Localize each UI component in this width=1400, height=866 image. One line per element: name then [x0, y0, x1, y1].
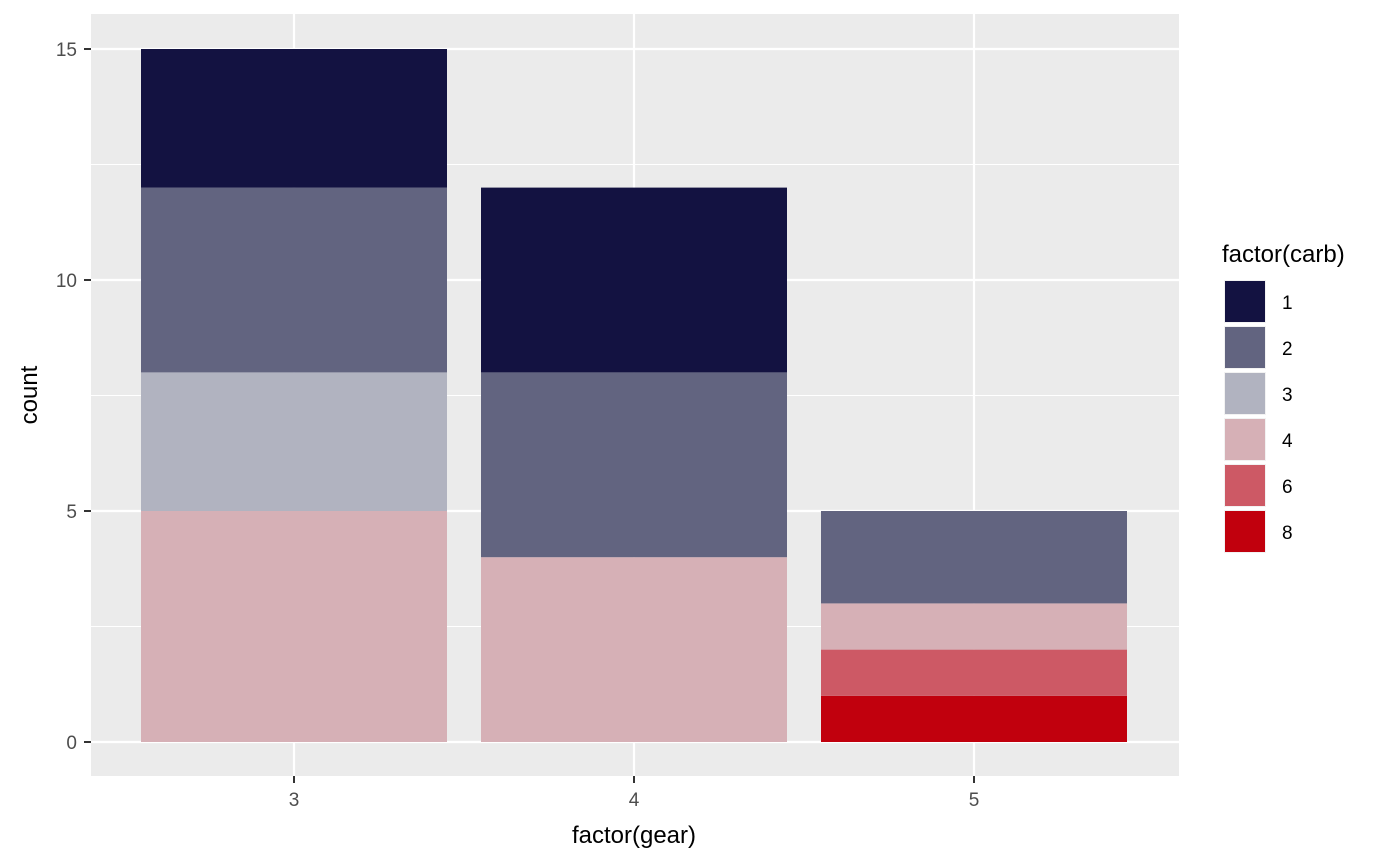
legend-key-carb-4 — [1225, 419, 1265, 460]
legend-label-carb-3: 3 — [1282, 385, 1293, 406]
legend-key-carb-2 — [1225, 327, 1265, 368]
x-axis: 3 4 5 — [289, 776, 980, 811]
x-tick-label: 5 — [969, 790, 980, 811]
bar-segment-gear-4-carb-1 — [481, 187, 787, 373]
bar-segment-gear-5-carb-6 — [821, 649, 1127, 696]
bar-segment-gear-4-carb-4 — [481, 557, 787, 742]
legend-key-carb-1 — [1225, 281, 1265, 322]
x-axis-title: factor(gear) — [572, 822, 696, 849]
bar-segment-gear-5-carb-8 — [821, 695, 1127, 742]
bar-segment-gear-3-carb-4 — [141, 511, 447, 742]
legend-label-carb-4: 4 — [1282, 431, 1293, 452]
bar-segment-gear-5-carb-4 — [821, 603, 1127, 650]
legend-label-carb-1: 1 — [1282, 293, 1293, 314]
legend-title: factor(carb) — [1222, 241, 1345, 268]
legend: factor(carb) 1 2 3 4 6 8 — [1222, 241, 1345, 553]
legend-label-carb-2: 2 — [1282, 339, 1293, 360]
y-axis-title: count — [16, 365, 43, 424]
bar-segment-gear-3-carb-3 — [141, 372, 447, 511]
y-tick-label: 5 — [66, 502, 77, 523]
y-tick-label: 0 — [66, 733, 77, 754]
bar-segment-gear-3-carb-1 — [141, 49, 447, 188]
legend-label-carb-8: 8 — [1282, 523, 1293, 544]
y-tick-label: 15 — [56, 40, 77, 61]
legend-key-carb-3 — [1225, 373, 1265, 414]
legend-key-carb-6 — [1225, 465, 1265, 506]
bar-segment-gear-3-carb-2 — [141, 187, 447, 373]
bars — [141, 49, 1127, 742]
x-tick-label: 3 — [289, 790, 300, 811]
x-tick-label: 4 — [629, 790, 640, 811]
legend-key-carb-8 — [1225, 511, 1265, 552]
y-tick-label: 10 — [56, 271, 77, 292]
legend-label-carb-6: 6 — [1282, 477, 1293, 498]
bar-segment-gear-5-carb-2 — [821, 511, 1127, 604]
y-axis: 0 5 10 15 — [56, 40, 91, 754]
bar-segment-gear-4-carb-2 — [481, 372, 787, 558]
